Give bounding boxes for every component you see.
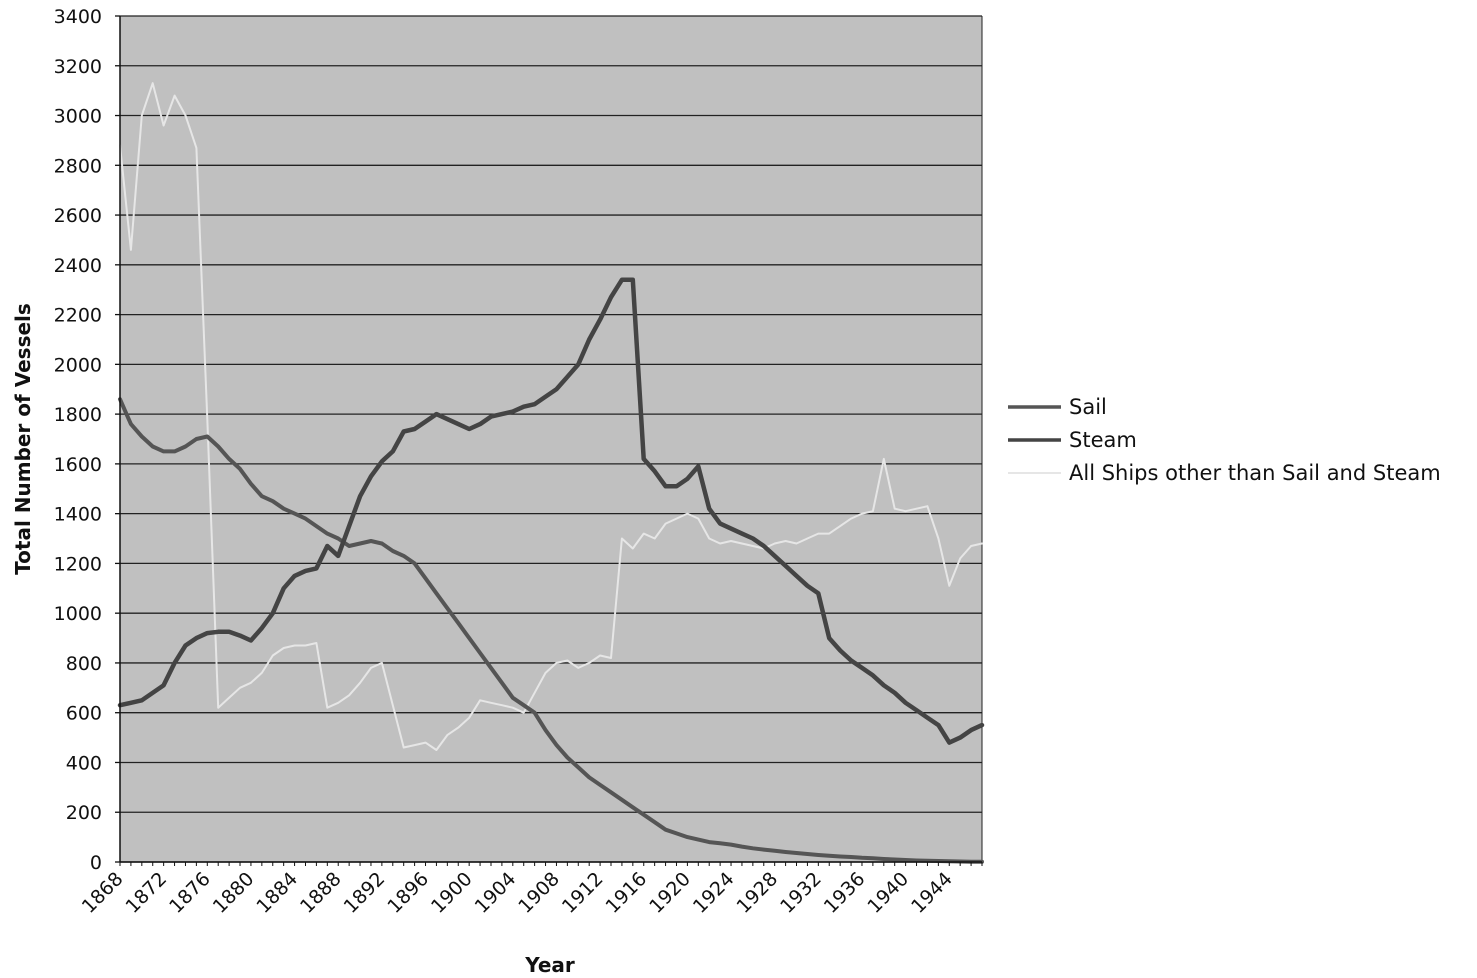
x-tick-label: 1904 [471,868,521,918]
x-tick-label: 1912 [558,868,608,918]
y-axis-ticks: 0 200 400 600 800 1000 1200 1400 1600 1800 2000 220… [54,6,120,874]
x-tick-label: 1876 [165,868,215,918]
y-tick-label: 2200 [54,305,102,327]
y-tick-label: 2800 [54,155,102,177]
legend: Sail Steam All Ships other than Sail and S… [1008,395,1441,485]
y-tick-label: 1000 [54,603,102,625]
x-tick-label: 1896 [383,868,433,918]
x-axis-ticks: 1868187218761880188418881892189619001904… [78,862,983,918]
x-tick-label: 1916 [602,868,652,918]
y-tick-label: 2000 [54,354,102,376]
y-tick-label: 1600 [54,454,102,476]
x-tick-label: 1888 [296,868,346,918]
series-lines [117,82,985,864]
x-tick-label: 1940 [863,868,913,918]
x-tick-label: 1928 [732,868,782,918]
x-tick-label: 1900 [427,868,477,918]
y-tick-label: 600 [66,703,102,725]
legend-label: Steam [1069,428,1137,452]
y-tick-label: 0 [90,852,102,874]
x-tick-label: 1932 [776,868,826,918]
y-tick-label: 1200 [54,553,102,575]
y-tick-label: 400 [66,752,102,774]
series-line-0 [118,397,984,864]
x-tick-label: 1884 [252,868,302,918]
gridlines [120,15,983,863]
y-tick-label: 200 [66,802,102,824]
series-line-1 [117,277,985,745]
x-axis-title: Year [524,953,575,977]
x-tick-label: 1892 [340,868,390,918]
x-tick-label: 1936 [820,868,870,918]
x-tick-label: 1920 [645,868,695,918]
y-tick-label: 2400 [54,255,102,277]
x-tick-label: 1908 [514,868,564,918]
y-tick-label: 800 [66,653,102,675]
legend-label: Sail [1069,395,1107,419]
legend-label: All Ships other than Sail and Steam [1069,461,1441,485]
series-line-2 [119,82,983,751]
y-tick-label: 2600 [54,205,102,227]
x-tick-label: 1944 [907,868,957,918]
x-tick-label: 1880 [209,868,259,918]
x-tick-label: 1872 [121,868,171,918]
y-tick-label: 3000 [54,106,102,128]
y-tick-label: 1800 [54,404,102,426]
plot-area [120,16,982,862]
y-axis-title: Total Number of Vessels [11,303,35,575]
y-tick-label: 1400 [54,504,102,526]
x-tick-label: 1868 [78,868,128,918]
x-tick-label: 1924 [689,868,739,918]
y-tick-label: 3200 [54,56,102,78]
y-tick-label: 3400 [54,6,102,28]
